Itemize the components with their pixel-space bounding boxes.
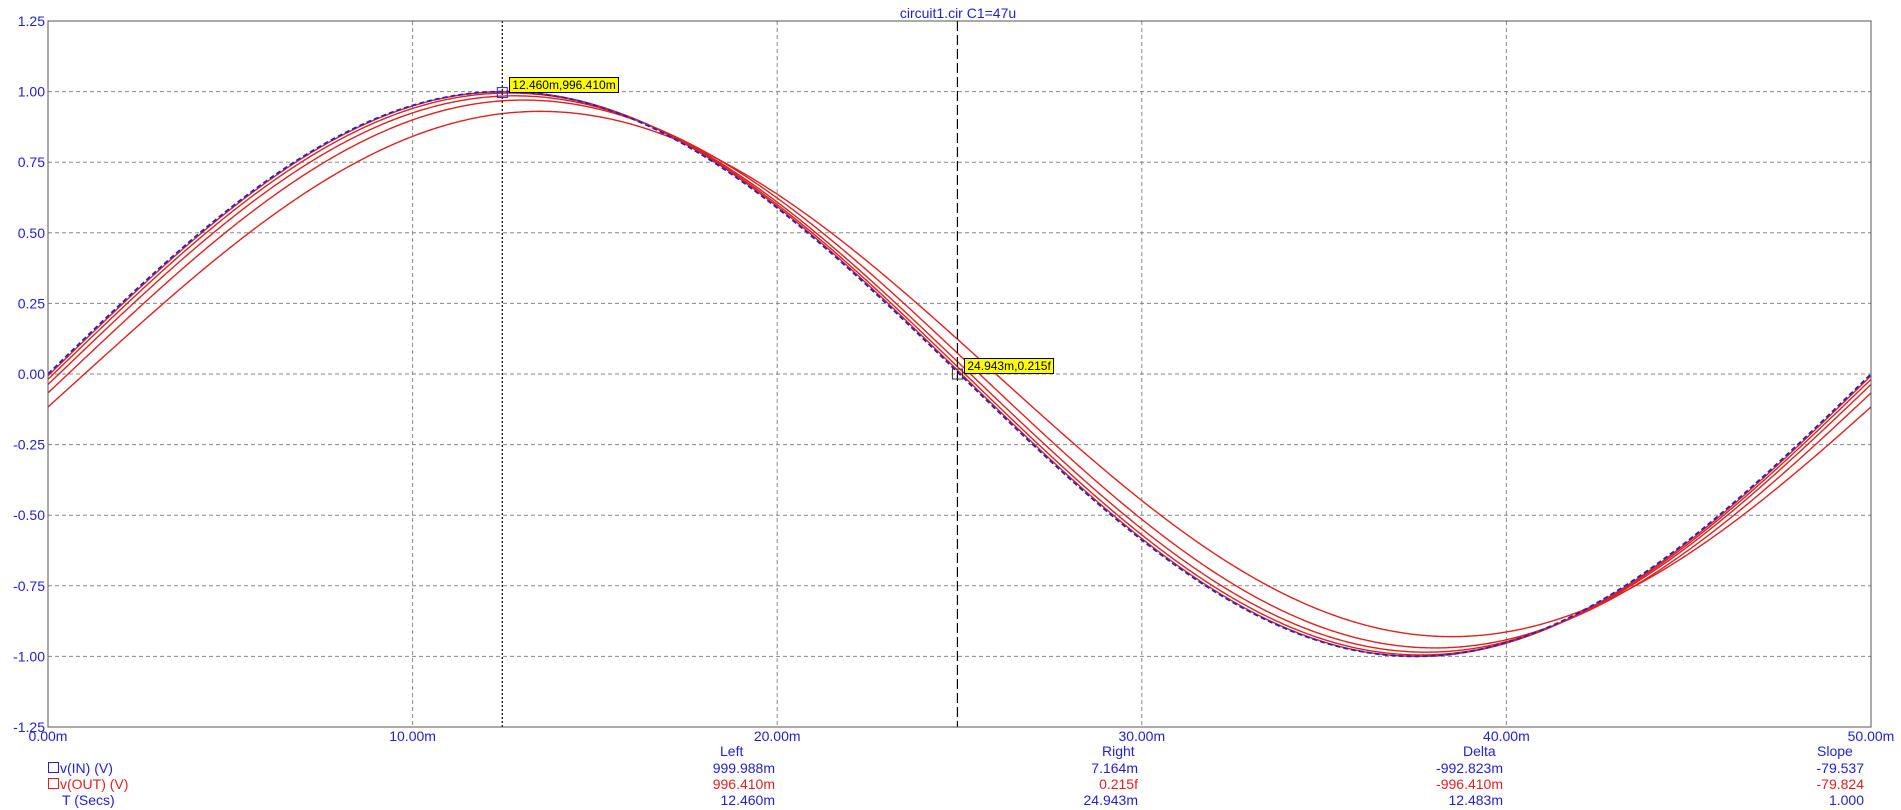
measurement-value: -79.537 <box>1816 760 1864 776</box>
series-line <box>47 110 1872 638</box>
measurement-header-right: Right <box>1102 743 1135 759</box>
measurement-row-name: v(IN) (V) <box>60 760 113 776</box>
y-tick-label: -1.00 <box>13 648 45 664</box>
x-tick-label: 20.00m <box>754 728 801 744</box>
x-tick-label: 0.00m <box>29 728 68 744</box>
measurement-value: 996.410m <box>712 776 775 792</box>
y-tick-label: 0.00 <box>18 366 45 382</box>
measurement-value: -79.824 <box>1816 776 1864 792</box>
y-tick-label: -0.25 <box>13 437 45 453</box>
series-line <box>47 99 1872 649</box>
measurement-header-delta: Delta <box>1463 743 1496 759</box>
measurement-value: 1.000 <box>1828 792 1864 808</box>
y-tick-label: -0.75 <box>13 578 45 594</box>
x-tick-label: 40.00m <box>1483 728 1530 744</box>
chart-title: circuit1.cir C1=47u <box>900 5 1016 21</box>
y-tick-label: 1.00 <box>18 84 45 100</box>
x-tick-label: 30.00m <box>1118 728 1165 744</box>
measurement-value: 12.460m <box>720 792 775 808</box>
y-tick-label: 1.25 <box>18 13 45 29</box>
measurement-value: 0.215f <box>1099 776 1138 792</box>
y-tick-label: -1.25 <box>13 719 45 735</box>
measurement-header-slope: Slope <box>1817 743 1853 759</box>
axis-ticks: 1.25 1.00 0.75 0.50 0.25 0.00 -0.25 -0.50 -0.75 -… <box>13 13 1894 744</box>
legend-marker[interactable] <box>48 778 59 789</box>
left-cursor-label: 12.460m,996.410m <box>509 76 619 93</box>
y-tick-label: 0.50 <box>18 225 45 241</box>
measurement-value: 999.988m <box>712 760 775 776</box>
cursor-lines[interactable] <box>496 21 963 727</box>
series-line <box>47 90 1872 658</box>
cursor-marker <box>951 368 963 380</box>
measurement-row-name: v(OUT) (V) <box>60 776 129 792</box>
legend-marker[interactable] <box>48 762 59 773</box>
measurement-row-name: T (Secs) <box>62 792 115 808</box>
y-tick-label: 0.25 <box>18 295 45 311</box>
measurement-value: 24.943m <box>1083 792 1138 808</box>
measurement-value: -996.410m <box>1436 776 1503 792</box>
plot-frame <box>47 20 1872 728</box>
series-lines <box>47 90 1872 658</box>
measurement-value: 12.483m <box>1448 792 1503 808</box>
measurement-header-left: Left <box>720 743 744 759</box>
measurement-value: 7.164m <box>1091 760 1138 776</box>
cursor-marker <box>496 87 508 99</box>
y-tick-label: -0.50 <box>13 507 45 523</box>
right-cursor-label: 24.943m,0.215f <box>964 358 1054 374</box>
x-tick-label: 10.00m <box>389 728 436 744</box>
y-tick-label: 0.75 <box>18 154 45 170</box>
measurement-value: -992.823m <box>1436 760 1503 776</box>
x-tick-label: 50.00m <box>1848 728 1895 744</box>
